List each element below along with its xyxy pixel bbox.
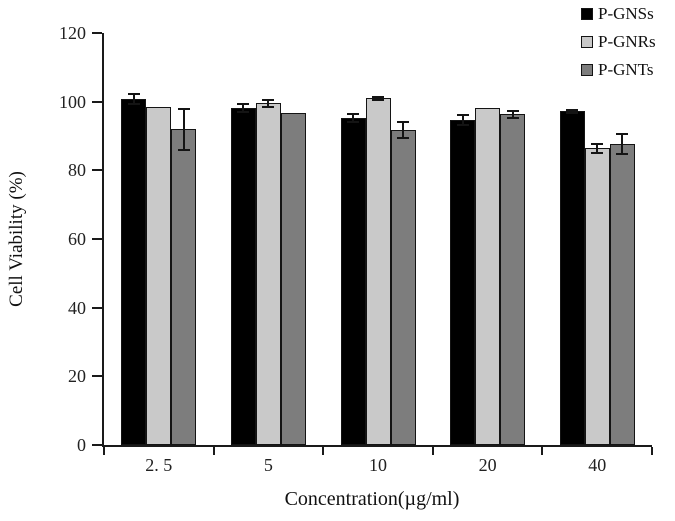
- bar-p-gnrs: [146, 106, 172, 445]
- error-bar-cap-top: [237, 102, 250, 105]
- bar-p-gnss: [121, 99, 147, 445]
- bar-p-gnrs: [365, 98, 391, 445]
- legend-swatch-icon: [581, 64, 593, 76]
- error-bar: [596, 143, 599, 153]
- y-tick-label: 120: [59, 23, 86, 43]
- legend-label: P-GNRs: [598, 32, 656, 51]
- error-bar-cap-bottom: [397, 136, 409, 139]
- bar-p-gnrs: [255, 103, 281, 445]
- error-bar-cap-top: [347, 113, 359, 116]
- error-bar-cap-top: [127, 93, 140, 96]
- x-axis-tick: [541, 447, 544, 455]
- error-bar-cap-top: [397, 120, 409, 123]
- bar-p-gnss: [230, 107, 256, 445]
- x-axis-tick: [103, 447, 105, 455]
- error-bar-cap-bottom: [456, 124, 469, 127]
- y-axis-tick: [92, 100, 102, 103]
- legend-item-p-gnss: P-GNSs: [581, 3, 656, 25]
- x-tick-label: 5: [263, 455, 273, 475]
- bar-p-gnrs: [475, 107, 501, 445]
- error-bar: [621, 133, 624, 154]
- error-bar-cap-top: [566, 108, 579, 111]
- y-axis-tick: [92, 375, 102, 378]
- x-axis-tick: [212, 447, 215, 455]
- y-tick-label: 100: [59, 91, 86, 112]
- error-bar: [352, 114, 354, 123]
- error-bar: [267, 99, 270, 107]
- x-tick-label: 20: [478, 455, 497, 475]
- error-bar-cap-bottom: [372, 98, 384, 101]
- legend-swatch-icon: [581, 36, 593, 48]
- error-bar: [402, 121, 404, 138]
- y-axis-tick: [92, 32, 102, 34]
- x-axis-title: Concentration(µg/ml): [284, 488, 460, 510]
- error-bar-cap-top: [591, 142, 604, 145]
- error-bar-cap-top: [506, 109, 519, 112]
- chart-legend: P-GNSs P-GNRs P-GNTs: [581, 3, 656, 87]
- error-bar-cap-top: [372, 95, 384, 98]
- legend-swatch-icon: [581, 8, 593, 20]
- bar-p-gnts: [609, 143, 635, 445]
- y-axis-tick: [92, 169, 102, 172]
- error-bar-cap-bottom: [591, 151, 604, 154]
- bar-p-gnts: [280, 113, 306, 445]
- error-bar-cap-top: [456, 114, 469, 117]
- error-bar-cap-top: [616, 132, 629, 135]
- error-bar-cap-bottom: [262, 105, 275, 108]
- y-tick-label: 60: [68, 229, 86, 249]
- x-tick-label: 2. 5: [145, 455, 173, 475]
- legend-label: P-GNTs: [598, 60, 654, 79]
- error-bar: [461, 115, 464, 126]
- error-bar-cap-bottom: [347, 121, 359, 124]
- x-tick-label: 40: [588, 455, 607, 475]
- y-axis-tick: [92, 444, 102, 446]
- y-tick-label: 0: [77, 435, 86, 455]
- y-tick-label: 40: [68, 297, 86, 318]
- error-bar: [377, 96, 379, 100]
- error-bar-cap-bottom: [506, 116, 519, 119]
- x-axis-tick: [651, 447, 653, 455]
- error-bar-cap-top: [177, 107, 190, 110]
- error-bar: [571, 109, 574, 113]
- legend-item-p-gnrs: P-GNRs: [581, 31, 656, 53]
- y-tick-label: 20: [68, 366, 86, 387]
- error-bar-cap-top: [262, 98, 275, 101]
- plot-area: 0 20 40 60 80 100 120 2. 5 5 10 20 40: [59, 23, 653, 475]
- error-bar-cap-bottom: [127, 103, 140, 106]
- bar-p-gnss: [340, 118, 366, 445]
- error-bar-cap-bottom: [237, 110, 250, 113]
- x-axis-tick: [431, 447, 434, 455]
- x-tick-label: 10: [369, 455, 387, 475]
- bar-p-gnss: [559, 111, 585, 445]
- y-axis-tick: [92, 238, 102, 240]
- error-bar: [511, 110, 514, 118]
- x-axis-tick: [322, 447, 325, 455]
- error-bar-cap-bottom: [177, 148, 190, 151]
- bar-p-gnts: [500, 114, 526, 445]
- bar-p-gnrs: [584, 148, 610, 445]
- bar-p-gnss: [450, 120, 476, 445]
- error-bar: [242, 103, 245, 112]
- error-bar: [132, 94, 135, 105]
- error-bar: [182, 108, 185, 150]
- bar-p-gnts: [171, 129, 197, 445]
- legend-item-p-gnts: P-GNTs: [581, 59, 656, 81]
- y-tick-label: 80: [68, 160, 86, 181]
- error-bar-cap-bottom: [566, 112, 579, 114]
- legend-label: P-GNSs: [598, 4, 654, 23]
- y-axis-tick: [92, 306, 102, 309]
- error-bar-cap-bottom: [616, 152, 629, 155]
- bar-p-gnts: [390, 129, 416, 445]
